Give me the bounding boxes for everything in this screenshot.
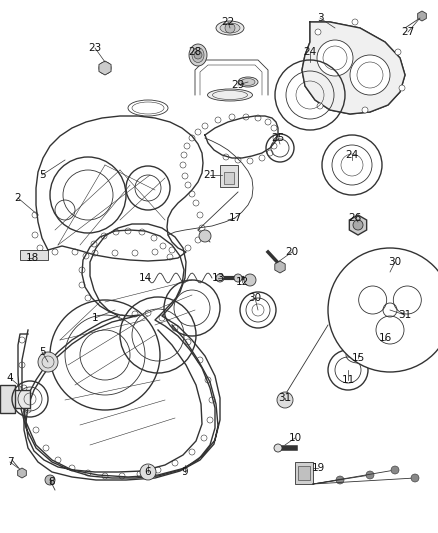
Circle shape bbox=[317, 103, 323, 109]
Text: 20: 20 bbox=[286, 247, 299, 257]
Text: 1: 1 bbox=[92, 313, 98, 323]
Ellipse shape bbox=[216, 21, 244, 35]
Text: 25: 25 bbox=[272, 133, 285, 143]
Bar bbox=[20, 250, 48, 260]
Circle shape bbox=[336, 476, 344, 484]
Ellipse shape bbox=[220, 23, 240, 33]
Circle shape bbox=[234, 274, 242, 282]
Text: 2: 2 bbox=[15, 193, 21, 203]
Bar bbox=[0, 390, 30, 408]
Text: 24: 24 bbox=[304, 47, 317, 57]
Text: 11: 11 bbox=[341, 375, 355, 385]
Text: 21: 21 bbox=[203, 170, 217, 180]
Text: 30: 30 bbox=[389, 257, 402, 267]
Circle shape bbox=[366, 471, 374, 479]
Circle shape bbox=[277, 392, 293, 408]
Text: 6: 6 bbox=[145, 467, 151, 477]
Circle shape bbox=[391, 466, 399, 474]
Circle shape bbox=[140, 464, 156, 480]
Bar bbox=[224, 172, 234, 184]
Polygon shape bbox=[302, 22, 405, 114]
Circle shape bbox=[45, 475, 55, 485]
Text: 19: 19 bbox=[311, 463, 325, 473]
Circle shape bbox=[352, 19, 358, 25]
Circle shape bbox=[399, 85, 405, 91]
Circle shape bbox=[395, 49, 401, 55]
Text: 9: 9 bbox=[182, 467, 188, 477]
Circle shape bbox=[362, 107, 368, 113]
Text: 7: 7 bbox=[7, 457, 13, 467]
Text: 31: 31 bbox=[279, 393, 292, 403]
Circle shape bbox=[350, 55, 390, 95]
Ellipse shape bbox=[238, 77, 258, 87]
Text: 29: 29 bbox=[231, 80, 245, 90]
Ellipse shape bbox=[192, 47, 204, 62]
Circle shape bbox=[274, 444, 282, 452]
Text: 4: 4 bbox=[7, 373, 13, 383]
Circle shape bbox=[353, 220, 363, 230]
Ellipse shape bbox=[99, 62, 111, 74]
Text: 3: 3 bbox=[317, 13, 323, 23]
Circle shape bbox=[381, 336, 389, 344]
Ellipse shape bbox=[241, 78, 255, 85]
Text: 18: 18 bbox=[25, 253, 39, 263]
Text: 26: 26 bbox=[348, 213, 362, 223]
Circle shape bbox=[199, 230, 211, 242]
Circle shape bbox=[315, 29, 321, 35]
Text: 22: 22 bbox=[221, 17, 235, 27]
Ellipse shape bbox=[208, 89, 252, 101]
Text: 17: 17 bbox=[228, 213, 242, 223]
Circle shape bbox=[411, 474, 419, 482]
Text: 10: 10 bbox=[289, 433, 301, 443]
Text: 12: 12 bbox=[235, 277, 249, 287]
Text: 14: 14 bbox=[138, 273, 152, 283]
Circle shape bbox=[216, 274, 224, 282]
Text: 5: 5 bbox=[39, 170, 45, 180]
Text: 23: 23 bbox=[88, 43, 102, 53]
Bar bbox=[0, 385, 15, 413]
Text: 15: 15 bbox=[351, 353, 364, 363]
Text: 27: 27 bbox=[401, 27, 415, 37]
Text: 30: 30 bbox=[248, 293, 261, 303]
Text: 31: 31 bbox=[399, 310, 412, 320]
Circle shape bbox=[194, 51, 202, 59]
Circle shape bbox=[328, 248, 438, 372]
Text: 13: 13 bbox=[212, 273, 225, 283]
Bar bbox=[220, 165, 238, 187]
Text: 5: 5 bbox=[39, 347, 45, 357]
Circle shape bbox=[317, 40, 353, 76]
Circle shape bbox=[225, 23, 235, 33]
Text: 28: 28 bbox=[188, 47, 201, 57]
Text: 24: 24 bbox=[346, 150, 359, 160]
Text: 8: 8 bbox=[49, 477, 55, 487]
Circle shape bbox=[244, 274, 256, 286]
Circle shape bbox=[38, 352, 58, 372]
Bar bbox=[298, 466, 310, 480]
Bar bbox=[295, 462, 313, 484]
Ellipse shape bbox=[189, 44, 207, 66]
Text: 16: 16 bbox=[378, 333, 392, 343]
